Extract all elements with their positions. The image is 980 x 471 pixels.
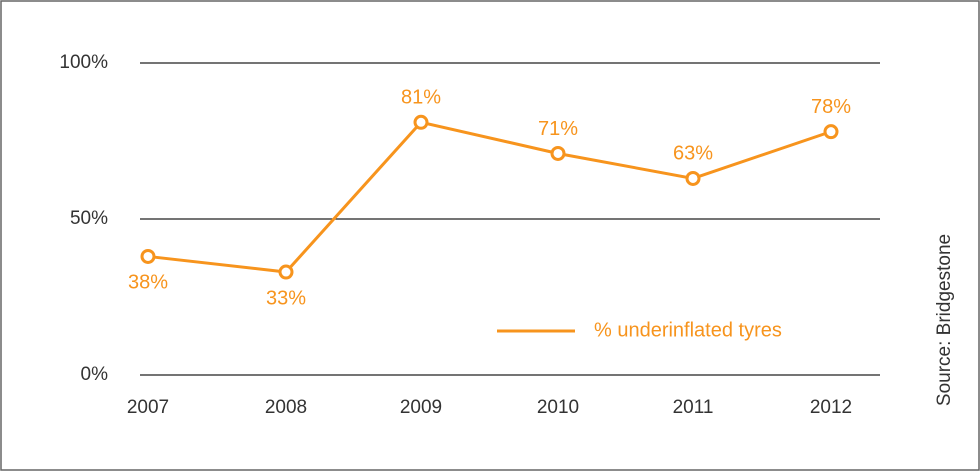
point xyxy=(823,124,839,140)
point xyxy=(413,114,429,130)
value-label: 38% xyxy=(128,272,168,294)
x-tick-label: 2008 xyxy=(265,397,307,418)
line xyxy=(147,120,832,274)
legend-label: % underinflated tyres xyxy=(594,319,782,341)
y-tick-label: 50% xyxy=(70,208,108,229)
x-tick-label: 2011 xyxy=(673,397,714,418)
value-label: 63% xyxy=(673,143,713,165)
source: Source: Bridgestone xyxy=(934,234,955,406)
point xyxy=(140,248,156,264)
x-tick-label: 2009 xyxy=(400,397,442,418)
point xyxy=(685,170,701,186)
point xyxy=(278,264,294,280)
point xyxy=(550,145,566,161)
value-label: 78% xyxy=(811,96,851,118)
y-tick-label: 0% xyxy=(81,364,109,385)
value-label: 81% xyxy=(401,87,441,109)
x-tick-label: 2010 xyxy=(537,397,579,418)
value-label: 33% xyxy=(266,287,306,309)
x-tick-label: 2007 xyxy=(127,397,169,418)
x-tick-label: 2012 xyxy=(810,397,852,418)
value-label: 71% xyxy=(538,118,578,140)
y-tick-label: 100% xyxy=(59,52,108,73)
